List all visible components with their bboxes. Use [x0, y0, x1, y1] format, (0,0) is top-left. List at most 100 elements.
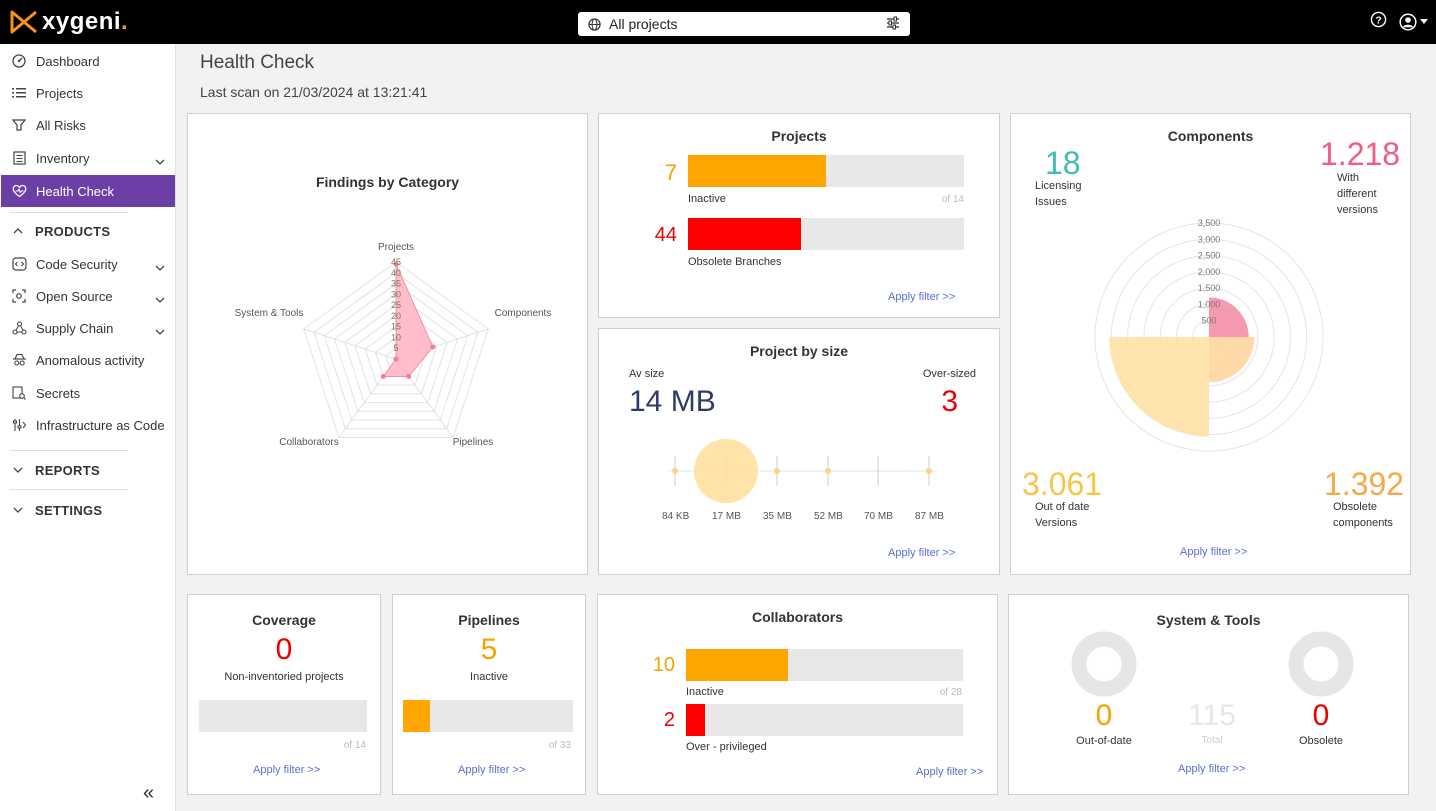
section-label: SETTINGS: [35, 502, 103, 518]
sidebar-item-label: Dashboard: [36, 53, 100, 69]
licensing-issues-count: 18: [1045, 145, 1081, 181]
polar-segment[interactable]: [1209, 297, 1249, 337]
inactive-projects-bar-fill: [688, 155, 826, 187]
radar-grid-ring: [333, 293, 459, 412]
obsolete-branches-bar: [688, 218, 964, 250]
help-icon[interactable]: ?: [1370, 11, 1387, 33]
radar-axis-label: Components: [495, 308, 552, 319]
radar-tick-label: 35: [391, 279, 401, 289]
collapse-sidebar-button[interactable]: «: [143, 782, 155, 804]
sidebar-item-health-check[interactable]: Health Check: [1, 175, 175, 207]
section-products[interactable]: PRODUCTS: [1, 222, 175, 240]
radar-tick-label: 5: [393, 343, 398, 353]
components-polar-chart: 500 1,000 1,500 2,000 2,500 3,000 3,500: [1094, 219, 1324, 452]
sidebar-item-open-source[interactable]: Open Source: [1, 280, 175, 312]
over-privileged-label: Over - privileged: [686, 741, 767, 753]
xygeni-logo[interactable]: xygeni.: [10, 8, 128, 36]
radar-tick-label: 25: [391, 300, 401, 310]
radar-grid-ring: [323, 282, 469, 421]
sidebar-item-inventory[interactable]: Inventory: [1, 142, 175, 174]
over-privileged-count: 2: [663, 709, 675, 731]
code-security-icon: [11, 256, 27, 272]
apply-filter-link[interactable]: Apply filter >>: [458, 764, 526, 776]
open-source-icon: [11, 288, 27, 304]
apply-filter-link[interactable]: Apply filter >>: [1180, 546, 1248, 558]
sidebar-item-label: Code Security: [36, 256, 118, 272]
project-selector[interactable]: All projects: [578, 12, 910, 36]
card-title: Collaborators: [751, 609, 843, 625]
apply-filter-link[interactable]: Apply filter >>: [888, 291, 956, 303]
radar-series-area: [382, 263, 434, 377]
card-title: Projects: [771, 128, 827, 144]
size-tick-label: 84 KB: [662, 511, 690, 522]
radar-grid-ring: [313, 272, 479, 430]
radar-point[interactable]: [406, 373, 412, 379]
sidebar-item-infrastructure-as-code[interactable]: Infrastructure as Code: [1, 409, 175, 441]
projects-total: of 14: [941, 194, 964, 205]
total-label: Total: [1201, 735, 1223, 746]
chevron-down-icon: [13, 507, 25, 513]
apply-filter-link[interactable]: Apply filter >>: [253, 764, 321, 776]
obsolete-label: Obsolete: [1298, 735, 1344, 747]
section-settings[interactable]: SETTINGS: [1, 501, 175, 519]
sidebar-item-label: Infrastructure as Code: [36, 417, 165, 433]
licensing-issues-label: Issues: [1035, 196, 1067, 208]
polar-tick-label: 1,000: [1198, 299, 1221, 309]
filter-sliders-icon[interactable]: [886, 16, 900, 33]
obsolete-branches-label: Obsolete Branches: [688, 256, 782, 268]
last-scan-text: Last scan on 21/03/2024 at 13:21:41: [200, 84, 428, 100]
obsolete-branches-bar-fill: [688, 218, 802, 250]
radar-point[interactable]: [393, 261, 399, 267]
sidebar-item-dashboard[interactable]: Dashboard: [1, 45, 175, 77]
card-title: Project by size: [749, 343, 849, 359]
sidebar-item-label: Health Check: [36, 183, 115, 199]
polar-segment[interactable]: [1109, 337, 1209, 437]
health-heart-icon: [11, 183, 27, 199]
polar-segment[interactable]: [1209, 337, 1255, 383]
size-tick-label: 87 MB: [915, 511, 944, 522]
radar-point[interactable]: [380, 373, 386, 379]
svg-text:?: ?: [1375, 15, 1381, 26]
chevron-down-icon: [13, 467, 25, 473]
supply-chain-icon: [11, 320, 27, 336]
chevron-down-icon: [155, 323, 165, 338]
pipelines-bar: [403, 700, 573, 732]
radar-axis-label: System & Tools: [235, 308, 304, 319]
card-title: System & Tools: [1156, 612, 1261, 628]
chevron-down-icon: [155, 291, 165, 306]
polar-tick-label: 3,500: [1198, 219, 1221, 228]
inactive-collaborators-bar-fill: [686, 649, 789, 681]
system-tools-card: System & Tools 0 Out-of-date 115 Total 0…: [1008, 594, 1409, 795]
user-menu[interactable]: [1399, 13, 1428, 31]
radar-tick-label: 45: [391, 257, 401, 267]
apply-filter-link[interactable]: Apply filter >>: [1178, 763, 1246, 775]
section-reports[interactable]: REPORTS: [1, 461, 175, 479]
sidebar-item-code-security[interactable]: Code Security: [1, 248, 175, 280]
sidebar-item-supply-chain[interactable]: Supply Chain: [1, 312, 175, 344]
obsolete-components-label: components: [1333, 517, 1393, 529]
radar-grid-ring: [303, 261, 489, 438]
radar-grid-ring: [344, 304, 448, 404]
coverage-card: Coverage 0 Non-inventoried projects of 1…: [187, 594, 381, 795]
globe-icon: [588, 17, 601, 31]
risk-funnel-icon: [11, 117, 27, 133]
radar-axis-label: Pipelines: [453, 437, 494, 448]
radar-tick-label: 40: [391, 268, 401, 278]
sidebar-item-secrets[interactable]: Secrets: [1, 377, 175, 409]
apply-filter-link[interactable]: Apply filter >>: [916, 766, 984, 778]
sidebar-item-anomalous-activity[interactable]: Anomalous activity: [1, 344, 175, 376]
obsolete-branches-count: 44: [654, 224, 677, 246]
polar-segment[interactable]: [1208, 336, 1209, 337]
page-title: Health Check: [200, 52, 315, 73]
apply-filter-link[interactable]: Apply filter >>: [888, 547, 956, 559]
card-title: Coverage: [252, 612, 316, 628]
sidebar-item-label: Secrets: [36, 385, 81, 401]
out-of-date-versions-label: Versions: [1035, 517, 1078, 529]
size-tick-label: 70 MB: [864, 511, 893, 522]
radar-point[interactable]: [430, 344, 436, 350]
sidebar-item-projects[interactable]: Projects: [1, 77, 175, 109]
card-title: Pipelines: [458, 612, 520, 628]
radar-point[interactable]: [393, 356, 399, 362]
findings-by-category-card: Findings by Category 5 10 15 20 25 30 35 40 45 Pr…: [187, 113, 588, 575]
sidebar-item-all-risks[interactable]: All Risks: [1, 109, 175, 141]
